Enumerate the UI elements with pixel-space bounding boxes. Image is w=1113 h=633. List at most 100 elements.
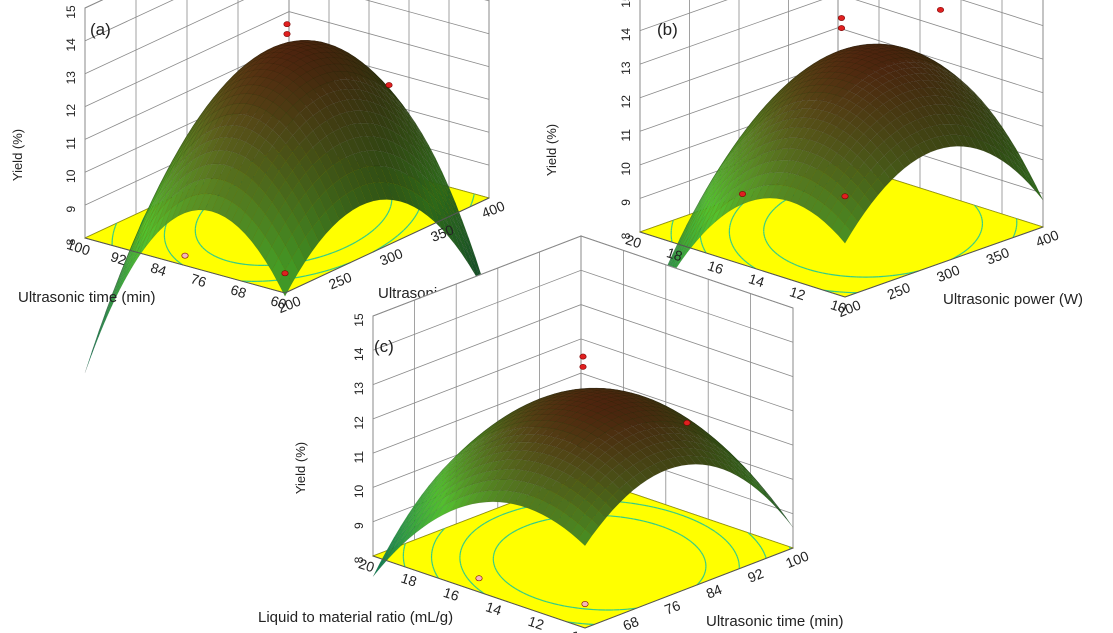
surface-patch xyxy=(354,59,369,71)
contour-line xyxy=(772,207,776,211)
contour-line xyxy=(394,235,398,239)
contour-line xyxy=(460,565,463,569)
y-tick-label: 18 xyxy=(665,244,685,264)
contour-line xyxy=(464,540,466,543)
contour-line xyxy=(767,243,770,247)
surface-patch xyxy=(395,96,409,115)
y-tick-label: 16 xyxy=(706,257,726,277)
panel-c: 606876849210010121416182089101112131415U… xyxy=(258,235,844,633)
contour-line xyxy=(1014,229,1017,232)
contour-line xyxy=(401,229,404,233)
contour-line xyxy=(461,544,464,547)
surface-patch xyxy=(386,182,401,202)
contour-line xyxy=(755,539,758,542)
contour-line xyxy=(899,273,904,276)
contour-line xyxy=(166,246,168,249)
contour-line xyxy=(746,262,750,265)
surface-patch xyxy=(414,167,429,191)
contour-line xyxy=(762,550,765,552)
contour-line xyxy=(736,208,739,211)
contour-line xyxy=(339,247,344,251)
contour-line xyxy=(751,536,754,539)
x-tick-label: 92 xyxy=(745,565,766,586)
surface-patch xyxy=(393,168,408,189)
contour-line xyxy=(972,242,975,245)
contour-line xyxy=(335,249,340,253)
contour-line xyxy=(495,546,498,549)
contour-line xyxy=(169,252,172,255)
contour-line xyxy=(397,233,401,237)
contour-line xyxy=(976,237,979,240)
contour-line xyxy=(195,220,198,224)
contour-line xyxy=(731,547,734,549)
contour-line xyxy=(955,254,959,258)
surface-patch xyxy=(353,80,369,93)
contour-line xyxy=(412,217,415,221)
contour-line xyxy=(572,621,578,624)
panel-label: (c) xyxy=(374,337,394,356)
contour-line xyxy=(381,244,386,248)
contour-line xyxy=(309,257,315,261)
contour-line xyxy=(206,250,209,253)
surface-patch xyxy=(414,147,429,171)
contour-line xyxy=(766,241,769,244)
contour-line xyxy=(237,262,242,265)
design-point xyxy=(181,252,189,259)
surface-patch xyxy=(340,88,355,100)
contour-line xyxy=(230,261,234,264)
surface-patch xyxy=(408,133,422,156)
contour-line xyxy=(383,216,386,220)
surface-patch xyxy=(258,214,273,237)
contour-line xyxy=(386,212,389,216)
contour-line xyxy=(210,253,214,256)
contour-line xyxy=(564,605,568,608)
contour-line xyxy=(567,605,573,608)
surface-patch xyxy=(448,214,463,244)
surface-patch xyxy=(321,42,335,48)
contour-line xyxy=(217,257,222,260)
contour-line xyxy=(331,250,336,254)
surface-patch xyxy=(387,166,401,186)
surface-patch xyxy=(320,57,335,65)
contour-line xyxy=(973,241,976,244)
x-tick-label: 100 xyxy=(783,547,811,571)
contour-line xyxy=(781,256,785,260)
contour-line xyxy=(500,576,503,579)
contour-line xyxy=(788,261,793,264)
contour-line xyxy=(381,219,384,222)
z-tick-label: 9 xyxy=(64,205,78,212)
surface-patch xyxy=(279,59,294,68)
surface-patch xyxy=(278,180,293,202)
contour-line xyxy=(176,260,179,262)
y-tick-label: 16 xyxy=(441,584,461,604)
contour-line xyxy=(504,580,507,583)
contour-line xyxy=(403,544,406,547)
contour-line xyxy=(979,231,982,234)
surface-patch xyxy=(266,70,281,81)
surface-patch xyxy=(401,106,416,127)
x-tick-label: 76 xyxy=(662,597,683,618)
contour-line xyxy=(736,556,739,560)
z-tick-label: 10 xyxy=(352,484,366,498)
contour-line xyxy=(212,254,215,257)
contour-line xyxy=(767,214,770,217)
contour-line xyxy=(358,238,363,241)
contour-line xyxy=(807,268,812,271)
surface-patch xyxy=(346,153,361,172)
surface-patch xyxy=(414,134,429,157)
y-tick-label: 84 xyxy=(149,259,169,279)
contour-line xyxy=(307,259,311,261)
contour-line xyxy=(432,546,434,549)
surface-patch xyxy=(246,55,261,66)
surface-patch xyxy=(462,226,476,259)
contour-line xyxy=(503,579,506,582)
surface-patch xyxy=(421,147,436,172)
z-tick-label: 11 xyxy=(619,129,633,142)
surface-patch xyxy=(360,74,375,88)
contour-line xyxy=(733,550,736,553)
z-tick-label: 14 xyxy=(352,347,366,361)
design-point xyxy=(841,193,849,200)
contour-line xyxy=(704,250,707,253)
surface-patch xyxy=(360,110,375,125)
design-point xyxy=(738,191,746,197)
